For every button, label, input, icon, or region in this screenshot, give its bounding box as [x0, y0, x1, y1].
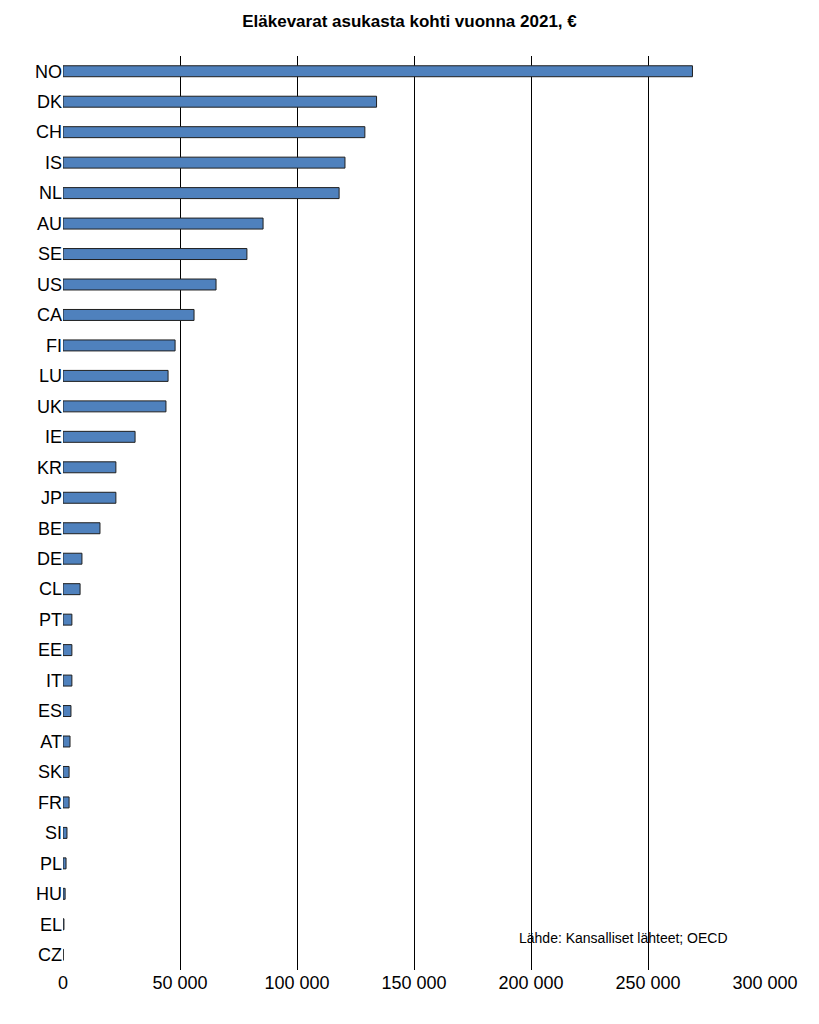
svg-text:100 000: 100 000: [264, 973, 329, 993]
svg-text:200 000: 200 000: [498, 973, 563, 993]
svg-text:EL: EL: [40, 915, 62, 935]
svg-text:50 000: 50 000: [152, 973, 207, 993]
svg-text:KR: KR: [37, 458, 62, 478]
svg-text:EE: EE: [38, 640, 62, 660]
svg-text:SK: SK: [38, 762, 62, 782]
svg-text:DK: DK: [37, 92, 62, 112]
svg-text:CA: CA: [37, 305, 62, 325]
svg-text:NO: NO: [35, 62, 62, 82]
svg-text:IT: IT: [46, 671, 62, 691]
svg-text:250 000: 250 000: [615, 973, 680, 993]
svg-text:LU: LU: [39, 366, 62, 386]
svg-text:150 000: 150 000: [381, 973, 446, 993]
svg-text:PT: PT: [39, 610, 62, 630]
svg-text:NL: NL: [39, 183, 62, 203]
svg-text:SI: SI: [45, 823, 62, 843]
svg-text:300 000: 300 000: [732, 973, 797, 993]
svg-text:IE: IE: [45, 427, 62, 447]
svg-text:HU: HU: [36, 884, 62, 904]
svg-text:Eläkevarat asukasta kohti vuon: Eläkevarat asukasta kohti vuonna 2021, €: [242, 12, 577, 31]
svg-text:IS: IS: [45, 153, 62, 173]
svg-text:BE: BE: [38, 519, 62, 539]
svg-text:0: 0: [58, 973, 68, 993]
svg-text:FI: FI: [46, 336, 62, 356]
svg-text:Lähde: Kansalliset lähteet; OE: Lähde: Kansalliset lähteet; OECD: [519, 930, 728, 946]
svg-text:FR: FR: [38, 793, 62, 813]
svg-text:CL: CL: [39, 579, 62, 599]
svg-text:PL: PL: [40, 854, 62, 874]
svg-text:AT: AT: [40, 732, 62, 752]
svg-text:DE: DE: [37, 549, 62, 569]
svg-text:CZ: CZ: [38, 945, 62, 965]
svg-text:SE: SE: [38, 244, 62, 264]
svg-text:UK: UK: [37, 397, 62, 417]
svg-text:AU: AU: [37, 214, 62, 234]
svg-text:CH: CH: [36, 122, 62, 142]
svg-text:JP: JP: [41, 488, 62, 508]
svg-text:US: US: [37, 275, 62, 295]
svg-text:ES: ES: [38, 701, 62, 721]
